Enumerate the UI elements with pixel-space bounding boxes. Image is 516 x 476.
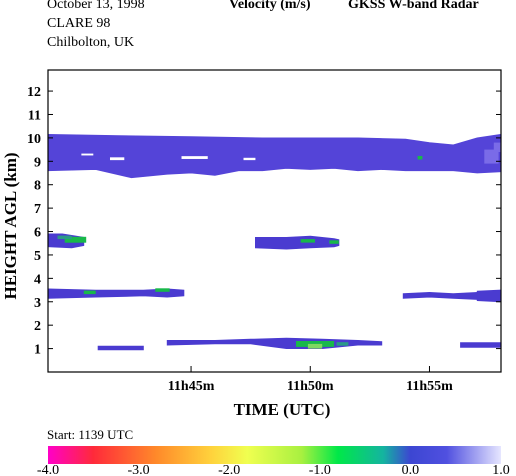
location-label: Chilbolton, UK — [47, 35, 135, 50]
cloud-layer-1 — [47, 133, 502, 179]
y-tick-label: 4 — [34, 272, 41, 287]
y-tick-label: 11 — [28, 108, 41, 123]
colorbar-tick-label: -2.0 — [218, 463, 240, 476]
campaign-label: CLARE 98 — [47, 16, 111, 31]
layer-gap-2 — [181, 156, 208, 159]
colorbar-tick-label: 1.0 — [492, 463, 510, 476]
x-tick-label: 11h45m — [168, 379, 215, 394]
colorbar-tick-label: -3.0 — [128, 463, 150, 476]
start-time-label: Start: 1139 UTC — [47, 427, 134, 442]
y-tick-label: 1 — [34, 343, 41, 358]
colorbar — [48, 446, 501, 464]
cloud-layer-7 — [166, 337, 383, 350]
velocity-patch-3 — [300, 239, 315, 243]
velocity-patch-11 — [484, 149, 499, 164]
y-tick-label: 3 — [34, 296, 41, 311]
x-tick-label: 11h55m — [406, 379, 453, 394]
plot-frame — [47, 69, 502, 373]
layer-gap-3 — [243, 157, 256, 161]
cloud-layer-4 — [47, 288, 185, 299]
velocity-patch-10 — [417, 156, 423, 160]
colorbar-tick-label: -4.0 — [37, 463, 59, 476]
y-axis-label: HEIGHT AGL (km) — [1, 152, 20, 299]
cloud-layer-6 — [402, 291, 478, 300]
cloud-layer-3 — [254, 235, 340, 250]
layer-gap-4 — [81, 153, 94, 156]
cloud-layer-5 — [476, 289, 502, 303]
y-tick-label: 12 — [27, 85, 41, 100]
velocity-patch-12 — [493, 142, 501, 152]
velocity-patch-8 — [307, 343, 323, 349]
colorbar-tick-label: 0.0 — [402, 463, 420, 476]
velocity-patch-5 — [83, 290, 96, 295]
y-tick-label: 9 — [34, 155, 41, 170]
layer-gap-1 — [109, 157, 125, 161]
x-tick-label: 11h50m — [287, 379, 334, 394]
y-tick-label: 8 — [34, 179, 41, 194]
date-label: October 13, 1998 — [47, 0, 145, 12]
velocity-patch-4 — [329, 240, 339, 244]
plot-area — [47, 133, 502, 351]
x-axis-ticks: 11h45m 11h50m 11h55m — [168, 366, 453, 394]
colorbar-tick-label: -1.0 — [309, 463, 331, 476]
y-tick-label: 10 — [27, 132, 41, 147]
velocity-patch-2 — [57, 235, 72, 240]
colorbar-ticks: -4.0 -3.0 -2.0 -1.0 0.0 1.0 — [37, 463, 510, 476]
instrument-label: GKSS W-band Radar — [348, 0, 479, 12]
chart-title: Velocity (m/s) — [229, 0, 311, 12]
velocity-patch-6 — [155, 288, 170, 292]
velocity-patch-9 — [336, 342, 349, 346]
cloud-layer-9 — [460, 342, 502, 348]
y-tick-label: 5 — [34, 249, 41, 264]
y-tick-label: 2 — [34, 319, 41, 334]
cloud-layer-8 — [97, 345, 144, 351]
y-tick-label: 6 — [34, 226, 41, 241]
y-tick-label: 7 — [34, 202, 41, 217]
velocity-patch-1 — [64, 236, 87, 243]
x-axis-label: TIME (UTC) — [234, 400, 331, 419]
